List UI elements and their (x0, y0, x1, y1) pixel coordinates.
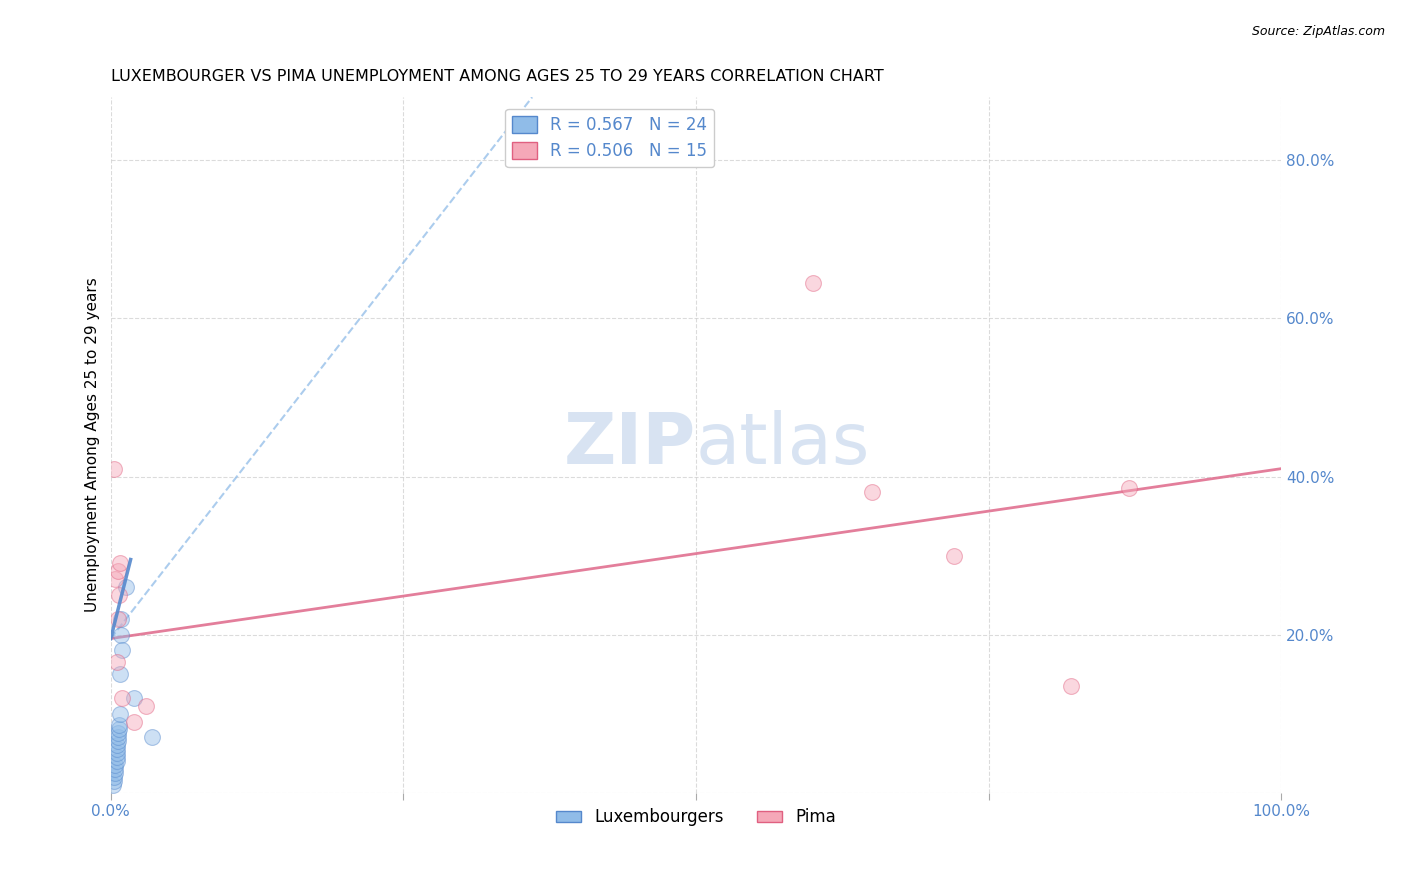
Point (108, 723, 131, 737)
Point (108, 718, 131, 732)
Point (115, 580, 138, 594)
Text: ZIP: ZIP (564, 410, 696, 479)
Point (141, 731, 163, 745)
Point (1060, 679, 1083, 693)
Point (1118, 482, 1140, 496)
Point (108, 557, 131, 571)
Point (107, 726, 129, 740)
Point (135, 698, 157, 713)
Point (122, 714, 145, 729)
Y-axis label: Unemployment Among Ages 25 to 29 years: Unemployment Among Ages 25 to 29 years (86, 277, 100, 612)
Point (101, 778, 124, 792)
Point (105, 754, 128, 768)
Point (111, 643, 134, 657)
Point (111, 690, 134, 705)
Point (104, 758, 127, 772)
Point (103, 461, 125, 475)
Point (104, 572, 127, 586)
Point (105, 750, 128, 764)
Point (108, 706, 131, 721)
Point (107, 612, 129, 626)
Point (110, 612, 132, 626)
Point (107, 565, 129, 579)
Text: LUXEMBOURGER VS PIMA UNEMPLOYMENT AMONG AGES 25 TO 29 YEARS CORRELATION CHART: LUXEMBOURGER VS PIMA UNEMPLOYMENT AMONG … (111, 69, 883, 84)
Point (801, 276, 824, 290)
Point (104, 765, 127, 780)
Legend: Luxembourgers, Pima: Luxembourgers, Pima (550, 802, 842, 833)
Point (860, 485, 883, 500)
Point (107, 731, 129, 745)
Point (105, 746, 128, 760)
Point (107, 734, 129, 748)
Point (108, 588, 131, 602)
Point (105, 742, 128, 756)
Point (942, 549, 965, 563)
Text: Source: ZipAtlas.com: Source: ZipAtlas.com (1251, 25, 1385, 38)
Point (122, 690, 145, 705)
Text: atlas: atlas (696, 410, 870, 479)
Point (105, 655, 128, 669)
Point (110, 627, 132, 641)
Point (108, 667, 131, 681)
Point (105, 738, 128, 752)
Point (103, 773, 125, 788)
Point (104, 762, 127, 776)
Point (103, 770, 125, 784)
